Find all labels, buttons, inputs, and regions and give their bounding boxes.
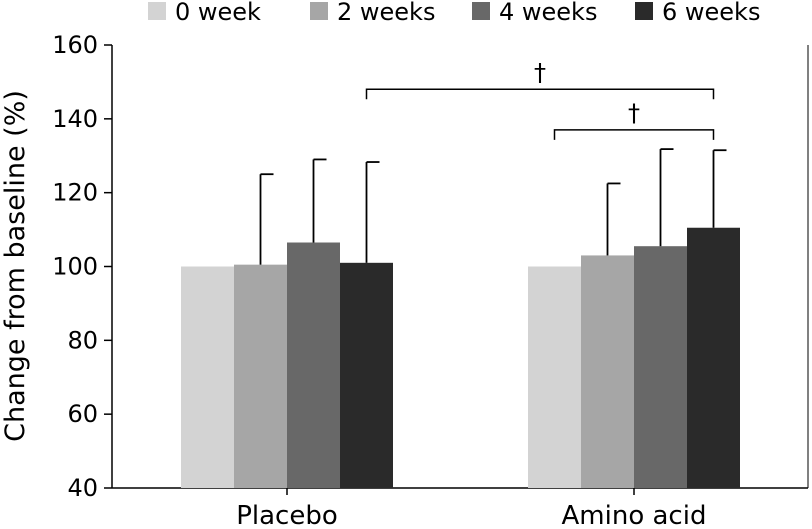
bar-placebo-0-week [181,266,234,488]
significance-marker-1: † [534,58,546,86]
y-tick-label-100: 100 [52,253,98,281]
bar-placebo-4-weeks [287,242,340,488]
bar-amino-acid-0-week [528,266,581,488]
legend-label-6-weeks: 6 weeks [662,0,760,26]
significance-brackets: †† [365,58,715,140]
legend-label-2-weeks: 2 weeks [337,0,435,26]
x-category-label-placebo: Placebo [236,501,338,529]
bar-amino-acid-4-weeks [634,246,687,488]
significance-bracket-1 [365,88,715,100]
x-category-label-amino-acid: Amino acid [562,501,707,529]
y-tick-label-60: 60 [67,400,98,428]
significance-marker-2: † [628,99,640,127]
axes: 40 60 80 100 120 140 160 Placebo Amino acid [52,31,809,529]
bar-amino-acid-6-weeks [687,227,740,489]
y-axis-label: Change from baseline (%) [0,90,31,442]
error-bars [259,148,727,265]
bar-placebo-6-weeks [340,262,393,488]
y-tick-label-120: 120 [52,179,98,207]
legend: 0 week 2 weeks 4 weeks 6 weeks [148,0,760,26]
bars [181,227,740,489]
legend-swatch-6-weeks [635,2,653,20]
legend-label-0-week: 0 week [175,0,261,26]
y-tick-label-80: 80 [67,326,98,354]
y-tick-label-40: 40 [67,474,98,502]
legend-swatch-2-weeks [310,2,328,20]
bar-amino-acid-2-weeks [581,255,634,488]
significance-bracket-2 [553,129,715,140]
legend-swatch-4-weeks [472,2,490,20]
y-tick-label-160: 160 [52,31,98,59]
legend-label-4-weeks: 4 weeks [499,0,597,26]
legend-swatch-0-week [148,2,166,20]
y-tick-label-140: 140 [52,105,98,133]
bar-placebo-2-weeks [234,264,287,488]
